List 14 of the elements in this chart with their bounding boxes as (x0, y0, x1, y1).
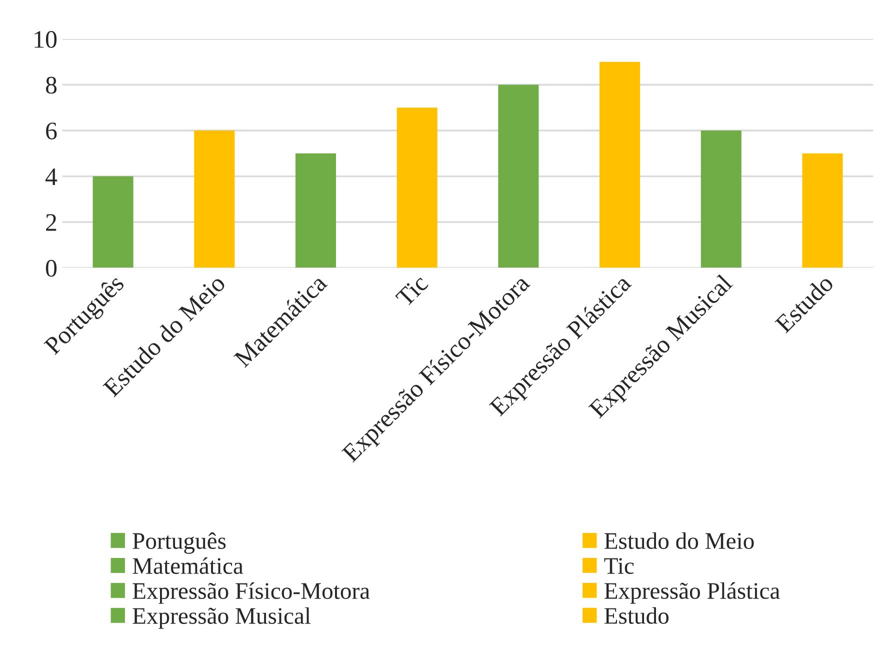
y-tick-label: 10 (34, 31, 57, 48)
legend-label: Expressão Musical (132, 607, 311, 629)
legend-label: Matemática (132, 557, 244, 574)
y-tick-label: 6 (46, 122, 57, 140)
legend-label: Estudo do Meio (604, 532, 754, 549)
legend-label: Tic (604, 558, 634, 574)
y-tick-label: 2 (46, 214, 56, 231)
y-tick-label: 8 (46, 76, 57, 94)
y-tick-label: 0 (46, 260, 57, 277)
y-tick-label: 4 (45, 168, 58, 185)
legend-label: Expressão Físico-Motora (132, 582, 370, 604)
legend-label: Expressão Plástica (604, 582, 780, 604)
legend-label: Estudo (604, 607, 669, 624)
legend-label: Português (132, 532, 226, 554)
